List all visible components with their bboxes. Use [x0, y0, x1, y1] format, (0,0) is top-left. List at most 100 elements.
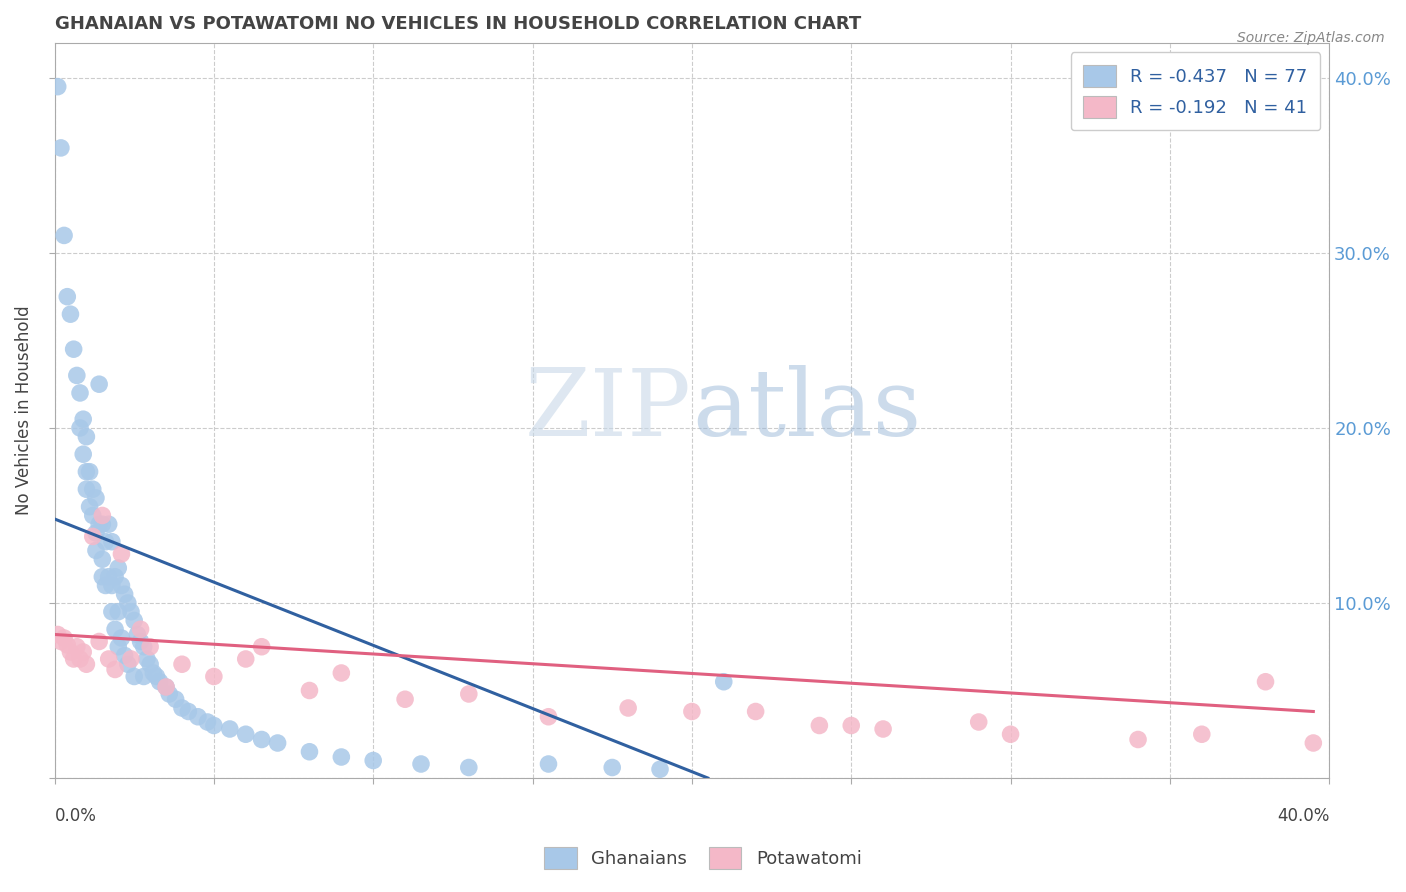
- Point: [114, 587, 136, 601]
- Point: [84, 491, 107, 505]
- Point: [89, 634, 111, 648]
- Point: [107, 561, 129, 575]
- Point: [266, 736, 288, 750]
- Point: [457, 760, 479, 774]
- Point: [75, 430, 97, 444]
- Point: [250, 640, 273, 654]
- Point: [69, 421, 91, 435]
- Point: [839, 718, 862, 732]
- Point: [46, 79, 69, 94]
- Point: [681, 705, 703, 719]
- Point: [91, 570, 114, 584]
- Point: [84, 525, 107, 540]
- Text: GHANAIAN VS POTAWATOMI NO VEHICLES IN HOUSEHOLD CORRELATION CHART: GHANAIAN VS POTAWATOMI NO VEHICLES IN HO…: [55, 15, 860, 33]
- Point: [235, 727, 257, 741]
- Point: [139, 640, 162, 654]
- Point: [1000, 727, 1022, 741]
- Point: [53, 631, 76, 645]
- Point: [107, 640, 129, 654]
- Point: [457, 687, 479, 701]
- Point: [94, 578, 117, 592]
- Text: 0.0%: 0.0%: [55, 807, 97, 825]
- Point: [157, 687, 180, 701]
- Text: Source: ZipAtlas.com: Source: ZipAtlas.com: [1237, 31, 1385, 45]
- Point: [101, 534, 124, 549]
- Legend: R = -0.437   N = 77, R = -0.192   N = 41: R = -0.437 N = 77, R = -0.192 N = 41: [1071, 52, 1320, 130]
- Point: [872, 722, 894, 736]
- Point: [409, 757, 432, 772]
- Point: [101, 578, 124, 592]
- Point: [75, 657, 97, 672]
- Point: [235, 652, 257, 666]
- Point: [75, 465, 97, 479]
- Point: [1254, 674, 1277, 689]
- Text: atlas: atlas: [692, 366, 921, 456]
- Point: [165, 692, 187, 706]
- Point: [46, 627, 69, 641]
- Point: [394, 692, 416, 706]
- Point: [117, 596, 139, 610]
- Point: [49, 634, 72, 648]
- Point: [82, 508, 104, 523]
- Y-axis label: No Vehicles in Household: No Vehicles in Household: [15, 306, 32, 516]
- Point: [84, 543, 107, 558]
- Point: [72, 412, 94, 426]
- Point: [59, 307, 82, 321]
- Point: [91, 552, 114, 566]
- Point: [75, 482, 97, 496]
- Point: [59, 645, 82, 659]
- Point: [155, 680, 177, 694]
- Point: [177, 705, 200, 719]
- Point: [110, 631, 132, 645]
- Point: [110, 578, 132, 592]
- Point: [89, 517, 111, 532]
- Point: [967, 714, 990, 729]
- Point: [537, 710, 560, 724]
- Point: [250, 732, 273, 747]
- Point: [94, 534, 117, 549]
- Point: [617, 701, 640, 715]
- Point: [330, 750, 353, 764]
- Point: [72, 645, 94, 659]
- Point: [104, 663, 127, 677]
- Point: [91, 508, 114, 523]
- Point: [104, 622, 127, 636]
- Point: [600, 760, 623, 774]
- Point: [145, 669, 167, 683]
- Point: [218, 722, 240, 736]
- Point: [107, 605, 129, 619]
- Point: [97, 652, 120, 666]
- Point: [202, 718, 225, 732]
- Point: [89, 377, 111, 392]
- Point: [120, 652, 142, 666]
- Point: [136, 652, 159, 666]
- Point: [120, 605, 142, 619]
- Point: [104, 570, 127, 584]
- Point: [197, 714, 219, 729]
- Point: [91, 517, 114, 532]
- Point: [122, 669, 145, 683]
- Legend: Ghanaians, Potawatomi: Ghanaians, Potawatomi: [536, 838, 870, 879]
- Point: [79, 500, 101, 514]
- Point: [110, 547, 132, 561]
- Point: [101, 605, 124, 619]
- Point: [1126, 732, 1149, 747]
- Point: [298, 683, 321, 698]
- Point: [62, 652, 84, 666]
- Point: [72, 447, 94, 461]
- Point: [56, 638, 79, 652]
- Point: [170, 701, 193, 715]
- Point: [129, 622, 152, 636]
- Point: [142, 665, 165, 680]
- Text: 40.0%: 40.0%: [1277, 807, 1329, 825]
- Point: [132, 640, 155, 654]
- Point: [139, 657, 162, 672]
- Point: [330, 665, 353, 680]
- Point: [648, 762, 671, 776]
- Point: [170, 657, 193, 672]
- Point: [129, 634, 152, 648]
- Point: [69, 386, 91, 401]
- Point: [202, 669, 225, 683]
- Point: [82, 529, 104, 543]
- Point: [69, 652, 91, 666]
